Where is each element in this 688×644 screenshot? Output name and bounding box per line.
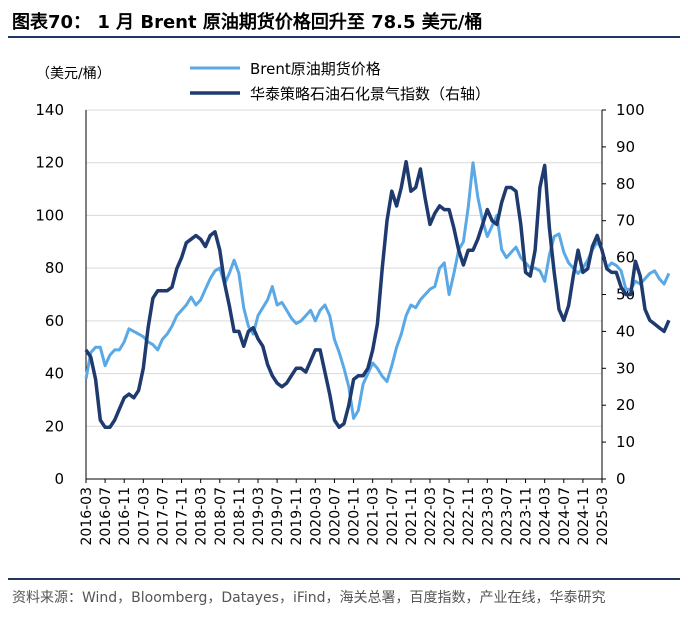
x-tick-label: 2020-03	[308, 487, 324, 546]
x-tick-label: 2024-11	[576, 487, 592, 546]
series-line-index	[84, 159, 671, 430]
x-tick-label: 2021-07	[385, 487, 401, 546]
x-tick-label: 2018-07	[213, 487, 229, 546]
right-tick-label: 0	[616, 470, 626, 488]
x-tick-label: 2020-11	[347, 487, 363, 546]
x-tick-label: 2019-03	[251, 487, 267, 546]
x-tick-label: 2017-07	[155, 487, 171, 546]
x-tick-label: 2025-03	[595, 487, 611, 546]
legend-label: Brent原油期货价格	[250, 60, 381, 78]
left-tick-label: 0	[54, 470, 64, 488]
x-tick-label: 2023-03	[480, 487, 496, 545]
source-note: 资料来源：Wind，Bloomberg，Datayes，iFind，海关总署，百…	[12, 590, 606, 606]
right-tick-label: 70	[616, 212, 635, 230]
x-tick-label: 2018-11	[232, 487, 248, 546]
x-tick-label: 2016-03	[79, 487, 95, 546]
legend-label: 华泰策略石油石化景气指数（右轴）	[250, 85, 490, 103]
series-line-brent	[84, 161, 671, 420]
left-tick-label: 120	[35, 154, 64, 172]
x-tick-label: 2016-07	[98, 487, 114, 546]
figure-header: 图表70： 1 月 Brent 原油期货价格回升至 78.5 美元/桶	[8, 6, 680, 38]
x-tick-label: 2019-11	[289, 487, 305, 546]
right-tick-label: 40	[616, 322, 635, 340]
left-tick-label: 100	[35, 206, 64, 224]
x-tick-label: 2017-03	[136, 487, 152, 546]
figure-footer: 资料来源：Wind，Bloomberg，Datayes，iFind，海关总署，百…	[8, 578, 680, 606]
right-tick-label: 100	[616, 101, 645, 119]
x-tick-label: 2023-11	[519, 487, 535, 546]
right-tick-label: 90	[616, 138, 635, 156]
x-tick-label: 2017-11	[175, 487, 191, 546]
right-tick-label: 20	[616, 396, 635, 414]
x-tick-label: 2024-07	[557, 487, 573, 546]
x-tick-label: 2021-03	[366, 487, 382, 546]
right-tick-label: 30	[616, 359, 635, 377]
left-tick-label: 80	[45, 259, 64, 277]
x-tick-label: 2022-11	[461, 487, 477, 546]
plot-area	[84, 159, 671, 430]
right-tick-label: 60	[616, 249, 635, 267]
x-tick-label: 2023-07	[499, 487, 515, 546]
x-tick-label: 2018-03	[194, 487, 210, 546]
x-tick-label: 2020-07	[327, 487, 343, 546]
left-axis-unit: （美元/桶）	[36, 66, 111, 82]
left-tick-label: 140	[35, 101, 64, 119]
figure-title: 图表70： 1 月 Brent 原油期货价格回升至 78.5 美元/桶	[12, 12, 483, 33]
x-tick-label: 2016-11	[117, 487, 133, 546]
left-tick-label: 20	[45, 417, 64, 435]
x-axis: 2016-03 2016-07 2016-11 2017-03 2017-07 2017-…	[79, 478, 611, 546]
left-tick-label: 40	[45, 365, 64, 383]
x-tick-label: 2022-03	[423, 487, 439, 546]
left-tick-label: 60	[45, 312, 64, 330]
x-tick-label: 2024-03	[538, 487, 554, 546]
x-tick-label: 2019-07	[270, 487, 286, 546]
x-tick-label: 2021-11	[404, 487, 420, 546]
x-tick-label: 2022-07	[442, 487, 458, 546]
right-tick-label: 10	[616, 433, 635, 451]
right-tick-label: 80	[616, 175, 635, 193]
left-y-axis: 0 20 40 60 80 100 120 140	[35, 101, 87, 488]
